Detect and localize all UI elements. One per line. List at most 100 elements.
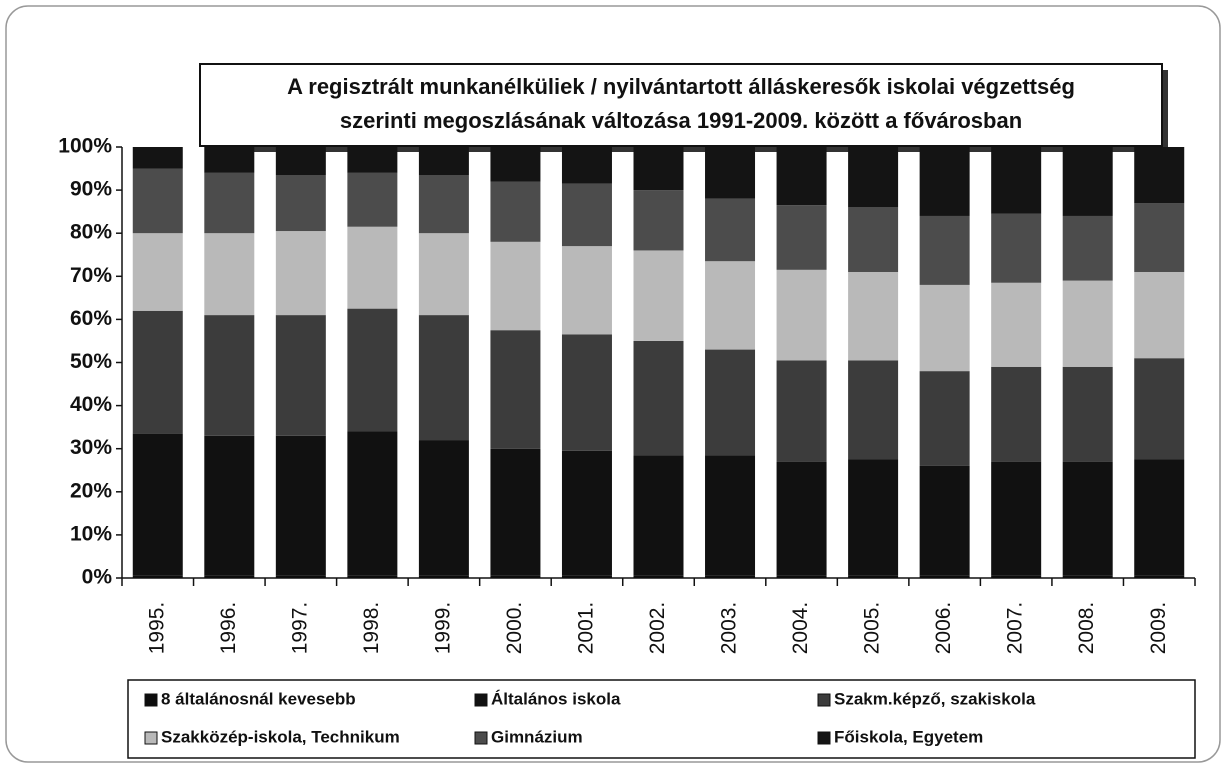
legend-swatch [474, 693, 488, 707]
legend-swatch [474, 731, 488, 745]
bar-segment [132, 147, 183, 169]
legend-swatch [144, 731, 158, 745]
bar-segment [275, 435, 326, 576]
y-tick-label: 30% [70, 436, 112, 459]
bar-segment [848, 459, 899, 576]
bar-segment [1062, 366, 1113, 462]
bar-segment [991, 147, 1042, 214]
y-tick-label: 50% [70, 350, 112, 373]
bar-segment [490, 575, 541, 578]
x-tick-label: 2005. [861, 602, 884, 655]
bar-segment [848, 360, 899, 460]
bar-segment [275, 575, 326, 578]
bar-segment [776, 360, 827, 462]
bar-segment [848, 575, 899, 578]
bar-segment [490, 147, 541, 182]
bar-segment [705, 575, 756, 578]
x-tick-label: 2009. [1147, 602, 1170, 655]
bar-segment [991, 282, 1042, 367]
x-tick-label: 2007. [1004, 602, 1027, 655]
bar-segment [919, 284, 970, 372]
bar-segment [776, 575, 827, 578]
bar-segment [991, 461, 1042, 576]
x-tick-label: 1995. [145, 602, 168, 655]
bar-segment [132, 168, 183, 234]
bar-segment [204, 147, 255, 173]
legend-swatch [817, 693, 831, 707]
bar-segment [418, 440, 469, 576]
bar-segment [633, 190, 684, 251]
y-tick-label: 70% [70, 264, 112, 287]
legend-label: Szakm.képző, szakiskola [834, 689, 1036, 708]
x-tick-label: 2002. [646, 602, 669, 655]
bar-segment [633, 340, 684, 456]
bar-segment [705, 198, 756, 262]
bar-segment [1134, 203, 1185, 272]
bar-segment [1062, 147, 1113, 216]
bar-segment [561, 450, 612, 576]
bar-segment [204, 575, 255, 578]
bar-segment [490, 241, 541, 331]
bar-segment [705, 455, 756, 576]
x-tick-label: 2003. [718, 602, 741, 655]
legend-swatch [144, 693, 158, 707]
bar-segment [633, 575, 684, 578]
bar-segment [1134, 147, 1185, 204]
x-tick-label: 1996. [217, 602, 240, 655]
x-tick-label: 1999. [431, 602, 454, 655]
y-tick-label: 100% [58, 135, 112, 158]
bar-segment [132, 233, 183, 311]
bar-segment [919, 575, 970, 578]
bar-segment [204, 315, 255, 436]
x-tick-label: 2004. [789, 602, 812, 655]
bar-segment [919, 147, 970, 216]
title-box [199, 63, 1163, 147]
legend-box [127, 679, 1196, 759]
y-tick-label: 80% [70, 221, 112, 244]
chart-title: A regisztrált munkanélküliek / nyilvánta… [287, 74, 1075, 99]
bar-segment [561, 334, 612, 451]
bar-segment [347, 575, 398, 578]
bar-segment [418, 575, 469, 578]
bar-segment [1062, 280, 1113, 367]
x-tick-label: 2008. [1075, 602, 1098, 655]
bar-segment [776, 461, 827, 576]
y-tick-label: 20% [70, 479, 112, 502]
legend-label: 8 általánosnál kevesebb [161, 689, 356, 708]
bar-segment [347, 308, 398, 432]
bar-segment [347, 431, 398, 576]
bar-segment [848, 207, 899, 272]
x-tick-label: 1997. [288, 602, 311, 655]
bar-segment [633, 147, 684, 191]
bar-segment [347, 226, 398, 309]
bar-segment [132, 310, 183, 434]
bar-segment [561, 575, 612, 578]
bar-segment [275, 147, 326, 176]
bar-segment [1134, 358, 1185, 460]
bar-segment [490, 448, 541, 576]
bar-segment [275, 231, 326, 316]
bar-segment [919, 465, 970, 576]
bar-segment [418, 315, 469, 441]
bar-segment [991, 213, 1042, 283]
bar-segment [561, 246, 612, 335]
bar-segment [1134, 459, 1185, 576]
bar-segment [705, 147, 756, 199]
bar-segment [633, 455, 684, 576]
bar-segment [919, 371, 970, 466]
legend-label: Főiskola, Egyetem [834, 727, 983, 746]
bar-segment [705, 261, 756, 350]
y-tick-label: 40% [70, 393, 112, 416]
legend-swatch [817, 731, 831, 745]
bar-segment [418, 147, 469, 176]
bar-segment [418, 233, 469, 316]
bar-segment [490, 330, 541, 449]
y-tick-label: 90% [70, 178, 112, 201]
bar-segment [204, 172, 255, 234]
bar-segment [561, 147, 612, 184]
bar-segment [1062, 215, 1113, 281]
bar-segment [705, 349, 756, 456]
chart-title: szerinti megoszlásának változása 1991-20… [340, 108, 1022, 133]
bar-segment [1062, 575, 1113, 578]
